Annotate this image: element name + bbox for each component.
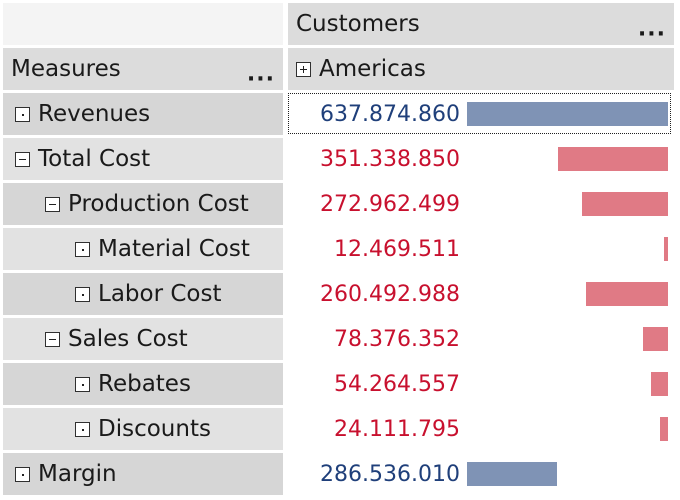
row-dimension-menu-button[interactable]: ... — [246, 61, 275, 87]
row-header-discounts[interactable]: Discounts — [3, 408, 283, 450]
value-cell[interactable]: 637.874.860 — [288, 93, 674, 135]
column-dimension-label: Customers — [296, 11, 420, 37]
row-label: Sales Cost — [68, 326, 188, 352]
value-text: 78.376.352 — [334, 326, 460, 352]
row-label: Discounts — [98, 416, 211, 442]
value-text: 12.469.511 — [334, 236, 460, 262]
collapse-icon[interactable] — [45, 196, 60, 212]
column-dimension-menu-button[interactable]: ... — [637, 16, 666, 42]
row-header-revenues[interactable]: Revenues — [3, 93, 283, 135]
row-header-labor-cost[interactable]: Labor Cost — [3, 273, 283, 315]
negative-value-bar — [651, 372, 668, 396]
value-text: 260.492.988 — [320, 281, 460, 307]
value-text: 54.264.557 — [334, 371, 460, 397]
row-label: Margin — [38, 461, 117, 487]
value-cell[interactable]: 54.264.557 — [288, 363, 674, 405]
row-header-margin[interactable]: Margin — [3, 453, 283, 495]
leaf-node-icon — [15, 106, 30, 122]
value-text: 637.874.860 — [320, 101, 460, 127]
leaf-node-icon — [75, 286, 90, 302]
row-label: Rebates — [98, 371, 191, 397]
value-cell[interactable]: 260.492.988 — [288, 273, 674, 315]
value-cell[interactable]: 24.111.795 — [288, 408, 674, 450]
value-text: 351.338.850 — [320, 146, 460, 172]
positive-value-bar — [467, 462, 557, 486]
row-label: Labor Cost — [98, 281, 222, 307]
row-header-production-cost[interactable]: Production Cost — [3, 183, 283, 225]
negative-value-bar — [558, 147, 668, 171]
leaf-node-icon — [75, 241, 90, 257]
positive-value-bar — [467, 102, 668, 126]
leaf-node-icon — [75, 421, 90, 437]
negative-value-bar — [660, 417, 668, 441]
row-label: Material Cost — [98, 236, 250, 262]
value-cell[interactable]: 286.536.010 — [288, 453, 674, 495]
value-cell[interactable]: 78.376.352 — [288, 318, 674, 360]
value-text: 286.536.010 — [320, 461, 460, 487]
negative-value-bar — [664, 237, 668, 261]
row-dimension-header[interactable]: Measures ... — [3, 48, 283, 90]
row-label: Production Cost — [68, 191, 249, 217]
value-cell[interactable]: 12.469.511 — [288, 228, 674, 270]
column-dimension-header[interactable]: Customers ... — [288, 3, 674, 45]
row-header-material-cost[interactable]: Material Cost — [3, 228, 283, 270]
collapse-icon[interactable] — [45, 331, 60, 347]
row-label: Revenues — [38, 101, 151, 127]
corner-blank-cell — [3, 3, 283, 45]
expand-icon[interactable] — [296, 61, 311, 77]
row-header-total-cost[interactable]: Total Cost — [3, 138, 283, 180]
row-header-sales-cost[interactable]: Sales Cost — [3, 318, 283, 360]
value-text: 272.962.499 — [320, 191, 460, 217]
row-label: Total Cost — [38, 146, 151, 172]
leaf-node-icon — [15, 466, 30, 482]
row-dimension-label: Measures — [11, 56, 121, 82]
value-text: 24.111.795 — [334, 416, 460, 442]
row-header-rebates[interactable]: Rebates — [3, 363, 283, 405]
negative-value-bar — [643, 327, 668, 351]
value-cell[interactable]: 272.962.499 — [288, 183, 674, 225]
column-member-header-americas[interactable]: Americas — [288, 48, 674, 90]
collapse-icon[interactable] — [15, 151, 30, 167]
negative-value-bar — [582, 192, 668, 216]
value-cell[interactable]: 351.338.850 — [288, 138, 674, 180]
column-member-label: Americas — [319, 56, 426, 82]
leaf-node-icon — [75, 376, 90, 392]
negative-value-bar — [586, 282, 668, 306]
